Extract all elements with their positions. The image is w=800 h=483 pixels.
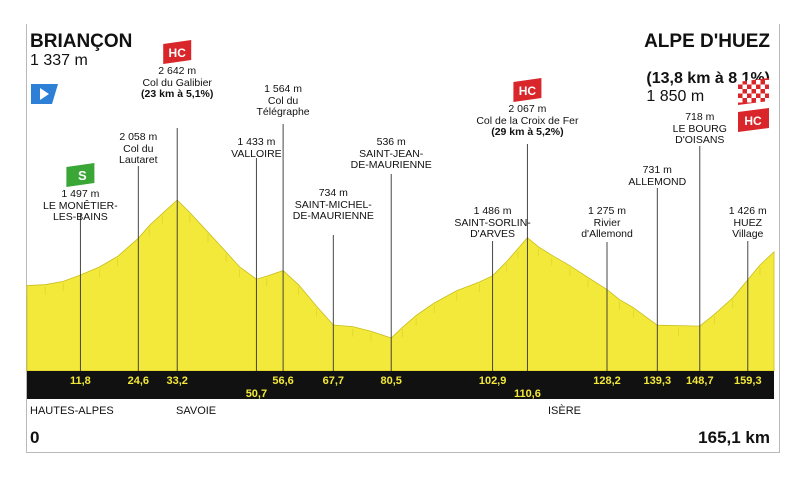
- waypoint-km-label: 50,7: [246, 388, 267, 400]
- waypoint-km-label: 128,2: [593, 375, 621, 387]
- waypoint-name: SAINT-JEAN- DE-MAURIENNE: [350, 147, 432, 171]
- waypoint-climb-stats: (23 km à 5,1%): [141, 88, 214, 100]
- waypoint-altitude: 1 486 m: [473, 205, 512, 217]
- waypoint-altitude: 536 m: [376, 136, 406, 148]
- finish-altitude: 1 850 m: [646, 88, 705, 105]
- waypoint-km-label: 139,3: [644, 375, 672, 387]
- waypoint-name: VALLOIRE: [231, 147, 282, 160]
- region-hautes-alpes: HAUTES-ALPES: [30, 405, 114, 417]
- waypoint-km-label: 110,6: [514, 388, 541, 400]
- region-savoie: SAVOIE: [176, 405, 217, 417]
- waypoint-km-label: 11,8: [70, 375, 91, 387]
- hc-climb-badge: HC: [163, 40, 192, 64]
- waypoint-name: SAINT-SORLIN- D'ARVES: [454, 216, 531, 240]
- elevation-profile-area: [26, 199, 775, 372]
- start-altitude: 1 337 m: [30, 52, 88, 69]
- svg-text:HC: HC: [519, 84, 537, 98]
- waypoint-label: 731 m ALLEMOND: [628, 164, 687, 188]
- waypoint-altitude: 2 067 m: [508, 103, 547, 115]
- svg-text:HC: HC: [169, 46, 187, 60]
- waypoint-label: 1 426 m HUEZ Village: [728, 205, 767, 241]
- waypoint-label: 1 497 m LE MONÊTIER- LES-BAINS: [43, 188, 118, 224]
- waypoint-label: 2 642 m Col du Galibier (23 km à 5,1%): [141, 65, 214, 101]
- waypoint-label: 1 486 m SAINT-SORLIN- D'ARVES: [454, 205, 531, 241]
- waypoint-km-label: 102,9: [479, 375, 507, 387]
- waypoint-label: 1 433 m VALLOIRE: [231, 136, 282, 160]
- waypoint-altitude: 1 433 m: [237, 136, 276, 148]
- chart-frame: [26, 24, 780, 453]
- waypoint-name: ALLEMOND: [628, 175, 687, 188]
- waypoint-label: 1 275 m Rivier d'Allemond: [581, 205, 633, 241]
- waypoint-label: 1 564 m Col du Télégraphe: [256, 83, 310, 119]
- waypoint-label: 2 067 m Col de la Croix de Fer (29 km à 5,…: [476, 103, 579, 139]
- waypoint-altitude: 1 497 m: [61, 188, 100, 200]
- distance-bar: [27, 371, 774, 399]
- waypoint-name: Col du Télégraphe: [256, 94, 310, 118]
- waypoint-climb-stats: (29 km à 5,2%): [491, 126, 564, 138]
- waypoint-altitude: 1 275 m: [588, 205, 626, 217]
- waypoint-name: Col du Galibier: [142, 76, 212, 89]
- waypoint-km-label: 56,6: [272, 375, 293, 387]
- waypoint-name: HUEZ Village: [732, 216, 764, 240]
- waypoint-altitude: 718 m: [685, 111, 715, 123]
- waypoint-km-label: 33,2: [166, 375, 187, 387]
- waypoint-name: LE BOURG D'OISANS: [672, 122, 727, 146]
- waypoint-name: Rivier d'Allemond: [581, 216, 633, 240]
- waypoint-label: 536 m SAINT-JEAN- DE-MAURIENNE: [350, 136, 432, 172]
- waypoint-km-label: 67,7: [323, 375, 344, 387]
- sprint-badge: S: [66, 163, 95, 187]
- waypoint-label: 734 m SAINT-MICHEL- DE-MAURIENNE: [292, 187, 374, 223]
- waypoint-km-label: 80,5: [380, 375, 401, 387]
- finish-climb-and-altitude: (13,8 km à 8,1%) 1 850 m: [637, 52, 770, 106]
- finish-hc-badge: HC: [738, 108, 769, 132]
- svg-text:HC: HC: [744, 114, 762, 128]
- waypoint-altitude: 731 m: [642, 164, 672, 176]
- waypoint-name: LE MONÊTIER- LES-BAINS: [43, 199, 118, 223]
- axis-end-label: 165,1 km: [698, 428, 770, 447]
- region-isere: ISÈRE: [548, 405, 582, 417]
- finish-town: ALPE D'HUEZ: [644, 31, 770, 52]
- waypoint-name: Col du Lautaret: [119, 142, 158, 166]
- waypoint-altitude: 734 m: [318, 187, 348, 199]
- start-town: BRIANÇON: [30, 31, 133, 52]
- waypoint-km-label: 24,6: [128, 375, 149, 387]
- waypoint-km-label: 159,3: [734, 375, 762, 387]
- waypoint-label: 718 m LE BOURG D'OISANS: [672, 111, 727, 147]
- hc-climb-badge: HC: [513, 78, 542, 102]
- waypoint-name: Col de la Croix de Fer: [476, 114, 579, 127]
- waypoint-label: 2 058 m Col du Lautaret: [119, 131, 158, 167]
- waypoint-altitude: 1 426 m: [728, 205, 767, 217]
- waypoint-km-label: 148,7: [686, 375, 714, 387]
- waypoint-altitude: 2 642 m: [158, 65, 197, 77]
- waypoint-altitude: 1 564 m: [264, 83, 303, 95]
- axis-start-label: 0: [30, 428, 40, 447]
- waypoint-altitude: 2 058 m: [119, 131, 158, 143]
- start-flag-icon: [31, 84, 58, 104]
- svg-text:S: S: [78, 168, 87, 183]
- finish-flag-icon: [738, 78, 770, 105]
- waypoint-name: SAINT-MICHEL- DE-MAURIENNE: [292, 198, 374, 222]
